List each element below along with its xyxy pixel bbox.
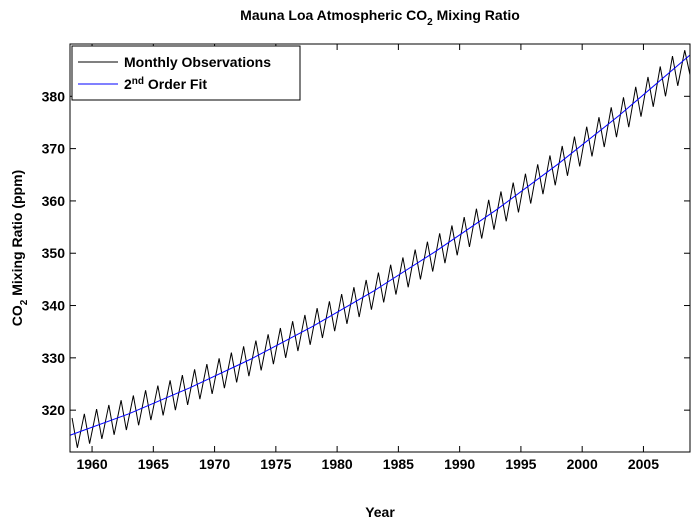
legend-box: [71, 45, 301, 101]
legend-label: Monthly Observations: [124, 54, 271, 70]
x-tick-label: 1970: [199, 456, 230, 472]
legend-label-part: nd: [132, 76, 144, 87]
y-tick-label: 340: [42, 298, 66, 314]
x-tick-label: 2005: [628, 456, 659, 472]
series-line: [71, 50, 691, 448]
x-tick-label: 1990: [444, 456, 475, 472]
x-tick-label: 2000: [567, 456, 598, 472]
legend: Monthly Observations 2nd Order Fit: [71, 45, 301, 101]
x-tick-label: 1985: [383, 456, 414, 472]
y-axis-label: CO2 Mixing Ratio (ppm): [9, 170, 30, 326]
x-tick-label: 1965: [138, 456, 169, 472]
y-tick-label: 380: [42, 88, 66, 104]
legend-label-part: 2: [124, 76, 132, 92]
legend-label: 2nd Order Fit: [124, 76, 207, 92]
legend-label-part: Monthly Observations: [124, 54, 271, 70]
x-tick-label: 1960: [76, 456, 107, 472]
y-tick-label: 330: [42, 350, 66, 366]
plot-frame: [69, 43, 691, 453]
x-axis-label: Year: [365, 504, 395, 520]
x-tick-label: 1995: [505, 456, 536, 472]
x-tick-label: 1980: [322, 456, 353, 472]
y-tick-label: 320: [42, 402, 66, 418]
chart-title: Mauna Loa Atmospheric CO2 Mixing Ratio: [240, 7, 520, 28]
y-tick-label: 350: [42, 245, 66, 261]
y-tick-label: 370: [42, 141, 66, 157]
series-line: [69, 54, 691, 436]
y-tick-label: 360: [42, 193, 66, 209]
x-tick-label: 1975: [260, 456, 291, 472]
legend-label-part: Order Fit: [144, 76, 207, 92]
